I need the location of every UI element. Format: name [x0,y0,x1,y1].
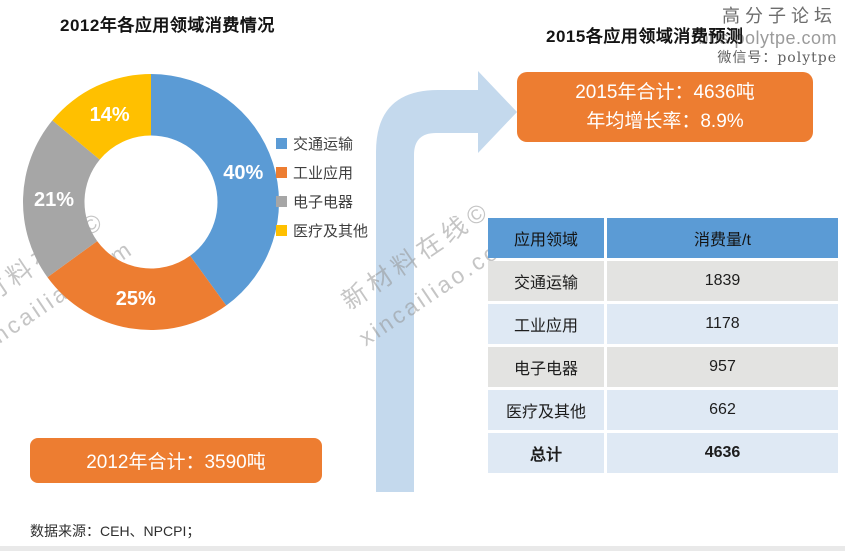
header-value: 消费量/t [607,218,838,258]
pie-slice-工业应用 [47,241,227,330]
growth-rate-text: 年均增长率：8.9% [586,111,744,132]
left-chart-title: 2012年各应用领域消费情况 [60,16,275,35]
total-2012-callout: 2012年合计：3590吨 [30,438,322,483]
cell-value: 662 [607,390,838,430]
table-row: 电子电器 957 [488,347,838,387]
pie-label-交通运输: 40% [223,162,263,184]
cell-value: 1178 [607,304,838,344]
legend-swatch-orange [276,167,287,178]
cell-value: 1839 [607,261,838,301]
bottom-edge-strip [0,546,845,551]
table-row: 交通运输 1839 [488,261,838,301]
legend-label: 电子电器 [293,194,354,211]
pie-slice-电子电器 [22,120,100,278]
legend-swatch-gray [276,196,287,207]
header-area: 应用领域 [488,218,604,258]
pie-slice-交通运输 [151,74,279,306]
total-2015-text: 2015年合计：4636吨 [575,82,755,103]
total-2012-text: 2012年合计：3590吨 [86,452,266,473]
bent-arrow-shape [376,71,517,492]
right-table-title: 2015各应用领域消费预测 [546,27,744,46]
forecast-table: 应用领域 消费量/t 交通运输 1839 工业应用 1178 电子电器 957 … [485,215,841,476]
pie-label-医疗及其他: 14% [90,104,130,126]
table-row: 工业应用 1178 [488,304,838,344]
pie-label-工业应用: 25% [116,288,156,310]
table-row: 医疗及其他 662 [488,390,838,430]
cell-total-value: 4636 [607,433,838,473]
data-source-note: 数据来源：CEH、NPCPI； [30,523,201,539]
legend-item-industry: 工业应用 [276,165,368,182]
cell-area: 工业应用 [488,304,604,344]
table-header-row: 应用领域 消费量/t [488,218,838,258]
legend-label: 医疗及其他 [293,223,369,240]
legend-item-medical: 医疗及其他 [276,223,369,240]
table-total-row: 总计 4636 [488,433,838,473]
cell-area: 医疗及其他 [488,390,604,430]
legend-item-transport: 交通运输 [276,136,368,153]
donut-chart: 40% 25% 21% 14% [22,74,279,330]
chart-legend: 交通运输 工业应用 电子电器 医疗及其他 [276,136,368,252]
cell-area: 交通运输 [488,261,604,301]
total-2015-callout: 2015年合计：4636吨 年均增长率：8.9% [517,72,813,142]
legend-swatch-blue [276,138,287,149]
legend-item-electronics: 电子电器 [276,194,368,211]
legend-swatch-yellow [276,225,287,236]
cell-area: 电子电器 [488,347,604,387]
cell-total-label: 总计 [488,433,604,473]
pie-label-电子电器: 21% [34,189,74,211]
legend-label: 工业应用 [293,165,354,182]
pie-slice-医疗及其他 [52,74,151,160]
cell-value: 957 [607,347,838,387]
legend-label: 交通运输 [293,136,354,153]
